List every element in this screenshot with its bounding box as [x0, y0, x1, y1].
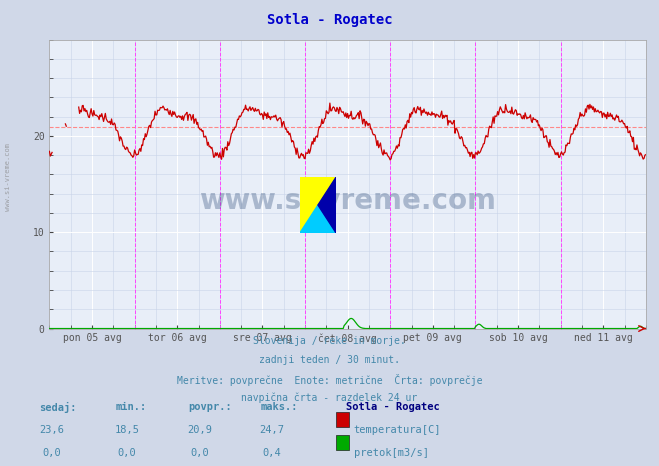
- Text: maks.:: maks.:: [260, 402, 298, 411]
- Text: 0,0: 0,0: [42, 448, 61, 458]
- Text: Slovenija / reke in morje.: Slovenija / reke in morje.: [253, 336, 406, 346]
- Polygon shape: [300, 205, 336, 233]
- Text: povpr.:: povpr.:: [188, 402, 231, 411]
- Text: 24,7: 24,7: [260, 425, 285, 435]
- Text: 0,4: 0,4: [263, 448, 281, 458]
- Text: pretok[m3/s]: pretok[m3/s]: [354, 448, 429, 458]
- Text: sedaj:: sedaj:: [40, 402, 77, 413]
- Text: 0,0: 0,0: [190, 448, 209, 458]
- Polygon shape: [318, 177, 336, 233]
- Text: 0,0: 0,0: [118, 448, 136, 458]
- Text: Sotla - Rogatec: Sotla - Rogatec: [346, 402, 440, 411]
- Text: zadnji teden / 30 minut.: zadnji teden / 30 minut.: [259, 355, 400, 365]
- Text: min.:: min.:: [115, 402, 146, 411]
- Text: temperatura[C]: temperatura[C]: [354, 425, 442, 435]
- Text: www.si-vreme.com: www.si-vreme.com: [199, 187, 496, 215]
- Text: www.si-vreme.com: www.si-vreme.com: [5, 143, 11, 211]
- Text: navpična črta - razdelek 24 ur: navpična črta - razdelek 24 ur: [241, 392, 418, 403]
- Text: 20,9: 20,9: [187, 425, 212, 435]
- Text: Sotla - Rogatec: Sotla - Rogatec: [267, 13, 392, 27]
- Text: 18,5: 18,5: [115, 425, 140, 435]
- Text: 23,6: 23,6: [39, 425, 64, 435]
- Text: Meritve: povprečne  Enote: metrične  Črta: povprečje: Meritve: povprečne Enote: metrične Črta:…: [177, 374, 482, 386]
